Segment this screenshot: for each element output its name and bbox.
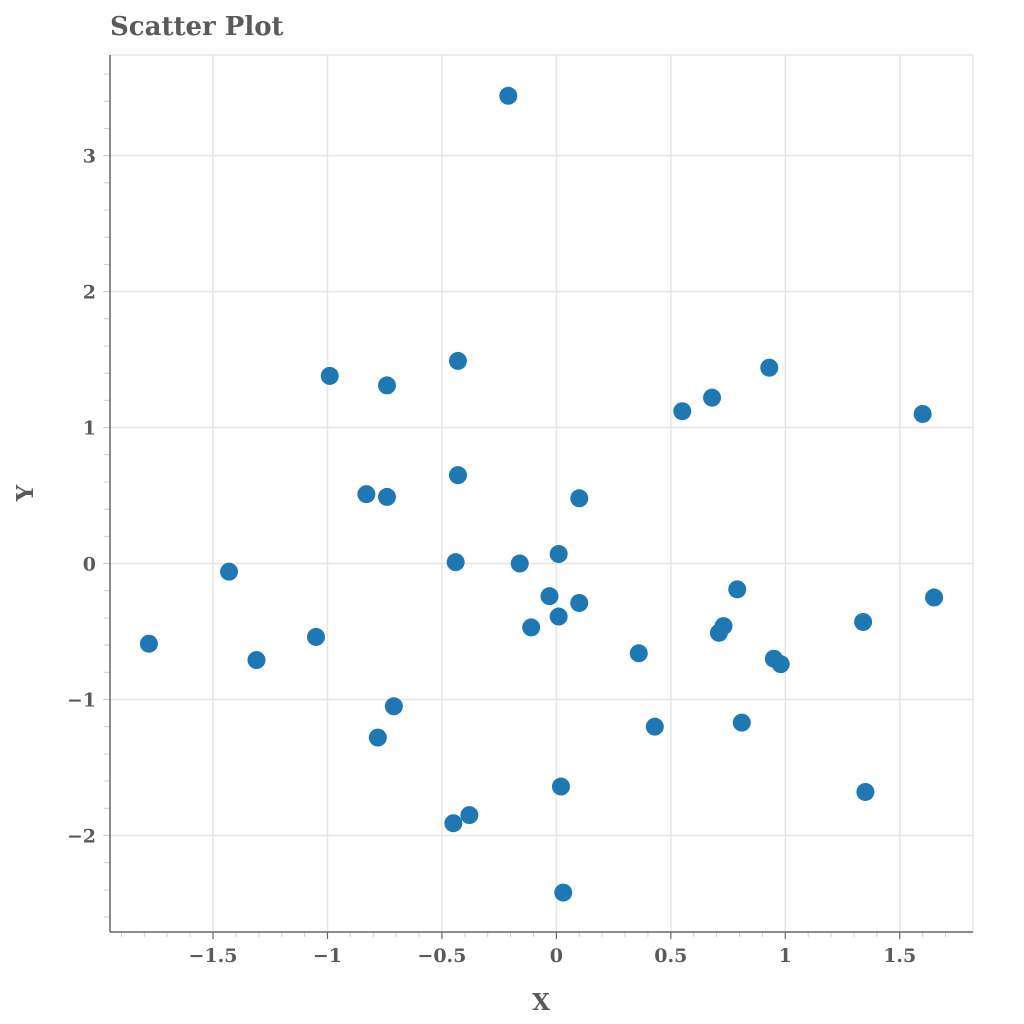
data-point <box>732 713 751 732</box>
x-axis-title: X <box>532 989 550 1016</box>
data-point <box>446 553 465 572</box>
data-point <box>320 366 339 385</box>
data-point <box>522 618 541 637</box>
minor-ticks <box>103 73 947 939</box>
data-point <box>551 777 570 796</box>
data-point <box>540 587 559 606</box>
data-point <box>771 655 790 674</box>
chart-title: Scatter Plot <box>110 12 284 42</box>
data-point <box>368 728 387 747</box>
data-point <box>220 562 239 581</box>
y-tick-label: 2 <box>83 282 96 304</box>
data-point <box>854 612 873 631</box>
data-point <box>856 782 875 801</box>
y-axis-title: Y <box>12 484 39 502</box>
data-point <box>499 86 518 105</box>
x-tick-label: 1.5 <box>883 945 916 967</box>
data-point <box>549 607 568 626</box>
data-point <box>629 644 648 663</box>
x-tick-label: 0 <box>550 945 563 967</box>
data-point <box>448 351 467 370</box>
data-point <box>510 554 529 573</box>
data-point <box>554 883 573 902</box>
data-point <box>444 814 463 833</box>
axes <box>109 55 973 933</box>
data-point <box>139 634 158 653</box>
data-point <box>709 623 728 642</box>
data-point <box>384 697 403 716</box>
tick-labels: −1.5 −1 −0.5 0 0.5 1 1.5 −2 −1 0 1 2 3 <box>67 146 916 967</box>
x-tick-label: 0.5 <box>654 945 687 967</box>
data-point <box>377 487 396 506</box>
data-point <box>570 489 589 508</box>
data-point <box>247 651 266 670</box>
y-tick-label: 3 <box>83 146 96 168</box>
data-point <box>460 806 479 825</box>
y-tick-label: −1 <box>67 689 96 711</box>
y-tick-label: 0 <box>83 554 96 576</box>
x-tick-label: −1.5 <box>189 945 238 967</box>
y-tick-label: 1 <box>83 418 96 440</box>
data-point <box>307 627 326 646</box>
data-point <box>925 588 944 607</box>
grid-lines <box>110 54 974 932</box>
data-points <box>139 86 944 902</box>
y-tick-label: −2 <box>67 825 96 847</box>
data-point <box>549 545 568 564</box>
data-point <box>570 593 589 612</box>
data-point <box>913 404 932 423</box>
data-point <box>357 485 376 504</box>
data-point <box>673 402 692 421</box>
x-tick-label: 1 <box>779 945 792 967</box>
data-point <box>728 580 747 599</box>
x-tick-label: −0.5 <box>417 945 466 967</box>
data-point <box>448 466 467 485</box>
data-point <box>645 717 664 736</box>
x-tick-label: −1 <box>313 945 342 967</box>
data-point <box>377 376 396 395</box>
data-point <box>760 358 779 377</box>
data-point <box>703 388 722 407</box>
